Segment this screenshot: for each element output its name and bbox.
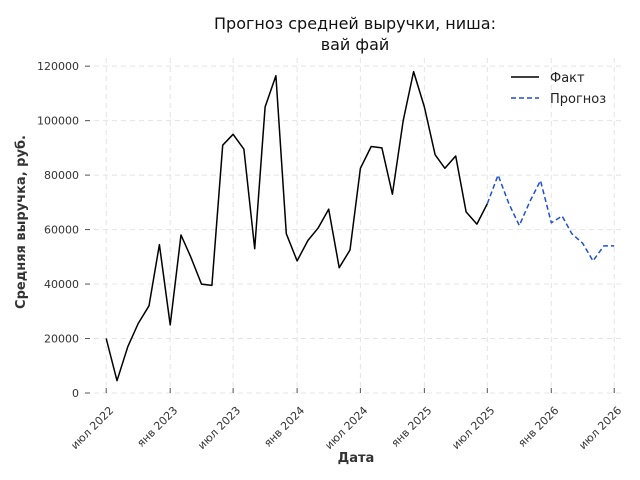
y-axis-ticks: 0 20000 40000 60000 80000 100000 120000	[37, 60, 90, 400]
x-tick-label: янв 2026	[516, 404, 562, 450]
x-tick-label: янв 2024	[261, 404, 307, 450]
series	[105, 70, 615, 382]
x-tick-label: июл 2024	[322, 404, 370, 452]
chart-title-line1: Прогноз средней выручки, ниша:	[214, 14, 496, 33]
y-tick-label: 0	[72, 387, 79, 400]
legend: Факт Прогноз	[511, 71, 606, 107]
x-tick-label: июл 2025	[449, 404, 497, 452]
x-axis-ticks: июл 2022 янв 2023 июл 2023 янв 2024 июл 2024…	[68, 388, 624, 452]
y-tick-label: 60000	[44, 224, 79, 237]
y-tick-label: 100000	[37, 115, 79, 128]
chart-title-line2: вай фай	[321, 35, 390, 54]
series-line-fact	[105, 70, 488, 382]
y-tick-label: 120000	[37, 60, 79, 73]
x-tick-label: июл 2023	[195, 404, 243, 452]
legend-label-forecast: Прогноз	[550, 92, 606, 107]
grid	[85, 58, 625, 394]
x-tick-label: июл 2022	[68, 404, 116, 452]
legend-label-fact: Факт	[550, 71, 585, 86]
y-tick-label: 40000	[44, 278, 79, 291]
y-tick-label: 80000	[44, 169, 79, 182]
y-axis-label: Средняя выручка, руб.	[14, 135, 29, 309]
x-tick-label: янв 2025	[389, 404, 435, 450]
x-tick-label: июл 2026	[576, 404, 624, 452]
series-line-forecast	[486, 174, 615, 262]
y-tick-label: 20000	[44, 333, 79, 346]
x-axis-label: Дата	[338, 451, 375, 466]
x-tick-label: янв 2023	[134, 404, 180, 450]
